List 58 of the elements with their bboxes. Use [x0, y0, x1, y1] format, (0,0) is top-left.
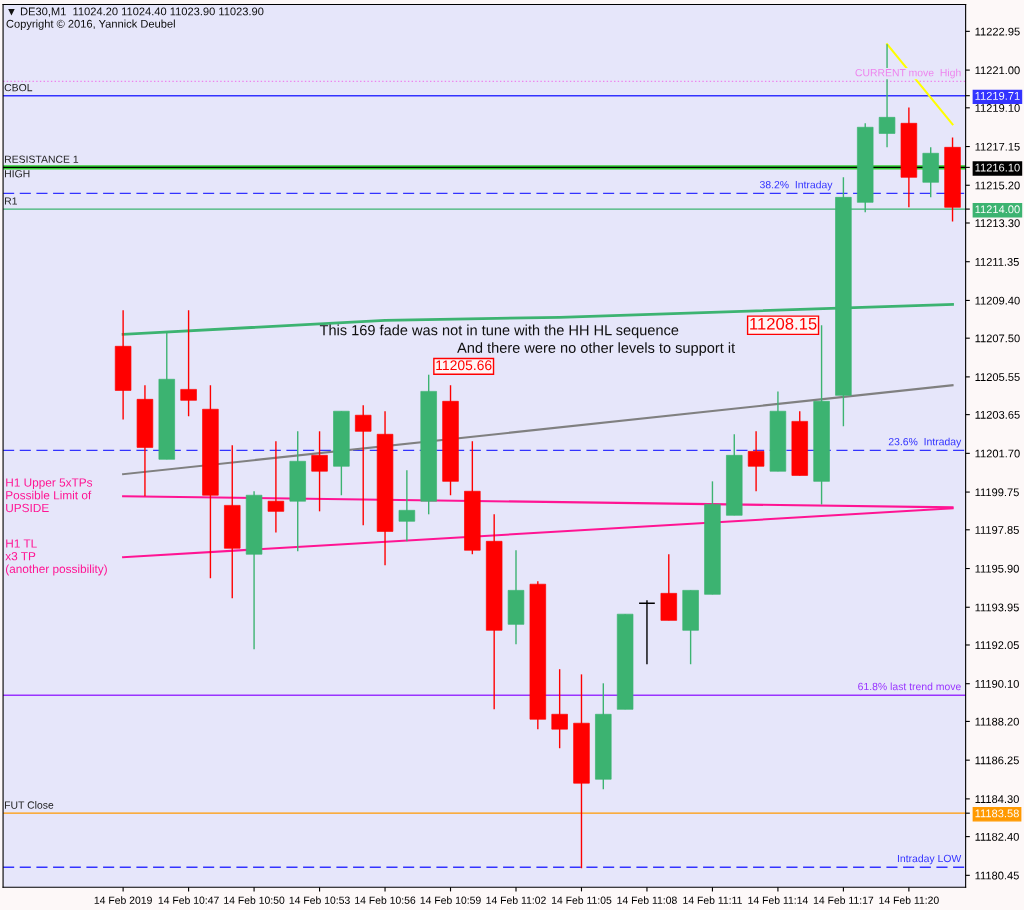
y-tick-label: 11183.58: [975, 809, 1019, 818]
x-tick-label: 14 Feb 10:59: [420, 896, 481, 904]
y-tick-label: 11209.40: [975, 296, 1020, 305]
y-tick-label: 11221.00: [975, 66, 1020, 75]
chart-title: ▼ DE30,M1 11024.20 11024.40 11023.90 11023.90: [8, 7, 264, 17]
ref-line-label: R1: [5, 197, 17, 205]
x-tick-label: 14 Feb 10:50: [224, 896, 285, 904]
text: Copyright © 2016, Yannick Deubel: [6, 19, 175, 30]
ref-line-label: Intraday LOW: [897, 854, 962, 865]
y-tick-label: 11199.75: [975, 488, 1019, 497]
ref-line-label: 61.8% last trend move: [858, 682, 961, 691]
y-tick-label: 11211.35: [975, 257, 1019, 266]
y-tick-label: 11197.85: [975, 526, 1019, 534]
y-tick-label: 11190.10: [975, 679, 1019, 688]
x-tick-label: 14 Feb 11:11: [683, 896, 742, 904]
y-tick-label: 11201.70: [975, 449, 1020, 458]
y-tick-label: 11207.50: [975, 334, 1020, 343]
y-tick-label: 11205.55: [975, 373, 1020, 382]
y-tick-label: 11188.20: [975, 717, 1019, 726]
x-tick-label: 14 Feb 10:53: [289, 896, 350, 904]
x-tick-label: 14 Feb 11:02: [486, 896, 546, 904]
y-tick-label: 11182.40: [975, 832, 1019, 841]
ref-line-label: HIGH: [5, 170, 30, 178]
annotation: And there were no other levels to support it: [457, 342, 736, 356]
y-tick-label: 11222.95: [975, 27, 1020, 36]
y-tick-label: 11203.65: [975, 410, 1020, 419]
annotation: 11208.15: [750, 317, 817, 330]
y-tick-label: 11180.45: [975, 871, 1019, 880]
x-tick-label: 14 Feb 10:56: [355, 896, 416, 904]
series-label: H1 TL x3 TP (another possibility): [5, 539, 107, 576]
x-tick-label: 14 Feb 10:47: [158, 896, 219, 904]
ref-line-label: 38.2% Intraday: [759, 180, 833, 191]
y-tick-label: 11217.15: [975, 142, 1020, 151]
y-tick-label: 11216.10: [975, 163, 1020, 172]
ref-line-label: CBOL: [4, 83, 33, 92]
annotation: This 169 fade was not in tune with the HH HL sequence: [319, 324, 679, 339]
x-tick-label: 14 Feb 2019: [94, 896, 152, 904]
x-tick-label: 14 Feb 11:14: [748, 896, 808, 904]
x-tick-label: 14 Feb 11:05: [551, 896, 612, 904]
x-tick-label: 14 Feb 11:20: [879, 896, 939, 904]
y-tick-label: 11192.05: [975, 641, 1019, 650]
y-tick-label: 11219.71: [975, 91, 1020, 100]
y-tick-label: 11215.20: [975, 181, 1020, 190]
ref-line-label: FUT Close: [5, 801, 54, 809]
x-tick-label: 14 Feb 11:17: [813, 896, 874, 904]
text: H1 Upper 5xTPs Possible Limit of UPSIDE: [6, 478, 93, 513]
y-tick-label: 11214.00: [975, 205, 1020, 214]
ref-line-label: RESISTANCE 1: [5, 155, 79, 163]
annotation: 11205.66: [436, 360, 492, 371]
y-tick-label: 11184.30: [975, 795, 1019, 804]
ref-line-label: CURRENT move High: [855, 68, 961, 79]
x-tick-label: 14 Feb 11:08: [617, 896, 677, 904]
y-tick-label: 11195.90: [975, 564, 1019, 573]
ref-line-label: 23.6% Intraday: [888, 437, 962, 448]
y-tick-label: 11193.95: [975, 603, 1019, 612]
y-tick-label: 11186.25: [975, 756, 1019, 765]
y-tick-label: 11219.10: [975, 104, 1020, 112]
y-tick-label: 11213.30: [975, 219, 1020, 228]
